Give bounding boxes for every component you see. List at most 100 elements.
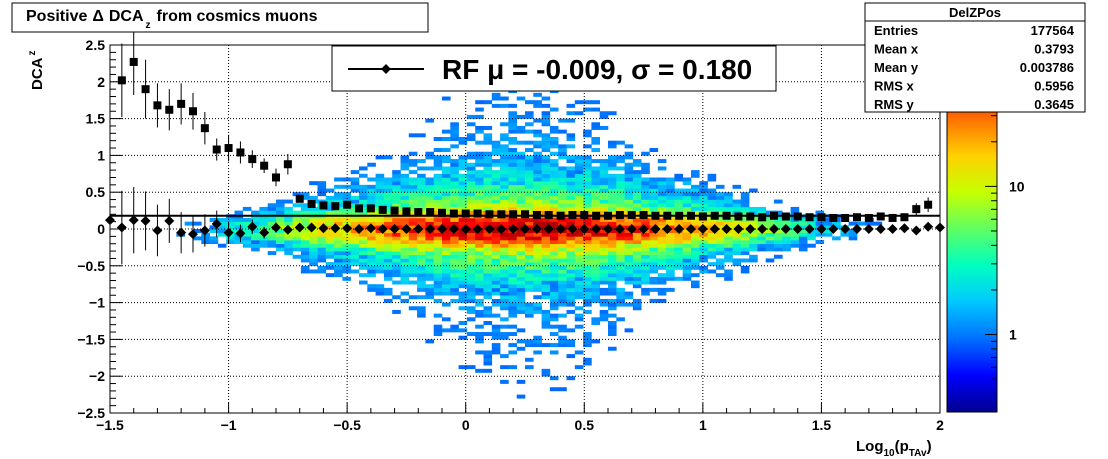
- heatmap-cell: [284, 236, 293, 241]
- heatmap-cell: [375, 269, 385, 274]
- heatmap-cell: [525, 243, 534, 248]
- heatmap-cell: [583, 240, 592, 245]
- heatmap-cell: [466, 166, 476, 171]
- heatmap-cell: [276, 217, 285, 222]
- heatmap-cell: [309, 229, 318, 233]
- heatmap-cell: [516, 129, 526, 134]
- heatmap-cell: [666, 243, 675, 248]
- heatmap-cell: [375, 291, 385, 296]
- stats-row-value: 0.5956: [1034, 79, 1074, 94]
- heatmap-cell: [641, 251, 650, 256]
- heatmap-cell: [541, 159, 551, 164]
- heatmap-cell: [541, 155, 551, 160]
- heatmap-cell: [359, 236, 368, 241]
- heatmap-cell: [217, 243, 227, 248]
- heatmap-cell: [525, 365, 534, 370]
- heatmap-cell: [691, 236, 700, 241]
- heatmap-cell: [525, 173, 534, 178]
- heatmap-cell: [749, 258, 758, 263]
- heatmap-cell: [807, 232, 816, 237]
- heatmap-cell: [500, 148, 509, 153]
- heatmap-cell: [475, 217, 484, 222]
- heatmap-cell: [417, 306, 426, 311]
- heatmap-cell: [649, 195, 659, 200]
- heatmap-cell: [774, 199, 783, 204]
- heatmap-cell: [608, 155, 617, 160]
- heatmap-cell: [732, 221, 742, 226]
- heatmap-cell: [408, 295, 418, 300]
- heatmap-cell: [533, 173, 542, 178]
- diamond-point: [650, 224, 661, 234]
- heatmap-cell: [491, 92, 501, 97]
- heatmap-cell: [666, 177, 675, 182]
- heatmap-cell: [367, 284, 376, 289]
- heatmap-cell: [541, 313, 551, 318]
- heatmap-cell: [317, 269, 327, 274]
- heatmap-cell: [541, 217, 551, 222]
- heatmap-cell: [450, 221, 459, 226]
- heatmap-cell: [475, 258, 484, 263]
- heatmap-cell: [732, 199, 742, 204]
- heatmap-cell: [342, 276, 351, 281]
- heatmap-cell: [359, 240, 368, 245]
- square-point: [876, 212, 885, 221]
- heatmap-cell: [632, 251, 642, 256]
- heatmap-cell: [417, 276, 426, 281]
- square-point: [461, 209, 470, 218]
- heatmap-cell: [284, 243, 293, 248]
- heatmap-cell: [433, 332, 443, 337]
- heatmap-cell: [408, 192, 418, 197]
- heatmap-cell: [309, 243, 318, 248]
- heatmap-cell: [234, 217, 244, 222]
- heatmap-cell: [458, 159, 468, 164]
- heatmap-cell: [691, 251, 700, 256]
- heatmap-cell: [624, 170, 634, 175]
- heatmap-cell: [433, 258, 443, 263]
- heatmap-cell: [608, 273, 617, 278]
- heatmap-cell: [541, 133, 551, 138]
- heatmap-cell: [616, 206, 625, 211]
- heatmap-cell: [533, 92, 542, 97]
- heatmap-cell: [458, 155, 468, 160]
- heatmap-cell: [500, 335, 509, 340]
- heatmap-cell: [525, 339, 534, 344]
- heatmap-cell: [500, 199, 509, 204]
- heatmap-cell: [740, 240, 750, 245]
- heatmap-cell: [392, 262, 401, 267]
- heatmap-cell: [657, 210, 667, 215]
- heatmap-cell: [574, 232, 584, 237]
- heatmap-cell: [392, 188, 401, 193]
- heatmap-cell: [749, 188, 758, 193]
- heatmap-cell: [442, 254, 451, 259]
- heatmap-cell: [616, 181, 625, 186]
- diamond-point: [923, 221, 934, 232]
- heatmap-cell: [483, 321, 493, 325]
- heatmap-cell: [533, 203, 542, 208]
- heatmap-cell: [491, 247, 501, 252]
- heatmap-cell: [699, 265, 708, 270]
- square-point: [319, 201, 328, 210]
- heatmap-cell: [583, 361, 592, 366]
- heatmap-cell: [599, 203, 609, 208]
- heatmap-cell: [342, 258, 351, 263]
- heatmap-cell: [657, 276, 667, 281]
- heatmap-cell: [649, 184, 659, 189]
- heatmap-cell: [674, 251, 683, 256]
- heatmap-cell: [558, 262, 567, 267]
- heatmap-cell: [583, 269, 592, 274]
- heatmap-cell: [475, 199, 484, 204]
- heatmap-cell: [541, 291, 551, 296]
- heatmap-cell: [466, 184, 476, 189]
- heatmap-cell: [359, 199, 368, 204]
- heatmap-cell: [624, 295, 634, 300]
- heatmap-cell: [483, 284, 493, 289]
- heatmap-cell: [458, 258, 468, 263]
- heatmap-cell: [807, 243, 816, 248]
- heatmap-cell: [442, 177, 451, 182]
- heatmap-cell: [549, 129, 559, 134]
- heatmap-cell: [300, 232, 310, 237]
- heatmap-cell: [400, 159, 410, 164]
- square-point: [509, 210, 518, 219]
- heatmap-cell: [516, 302, 526, 307]
- heatmap-cell: [267, 232, 277, 237]
